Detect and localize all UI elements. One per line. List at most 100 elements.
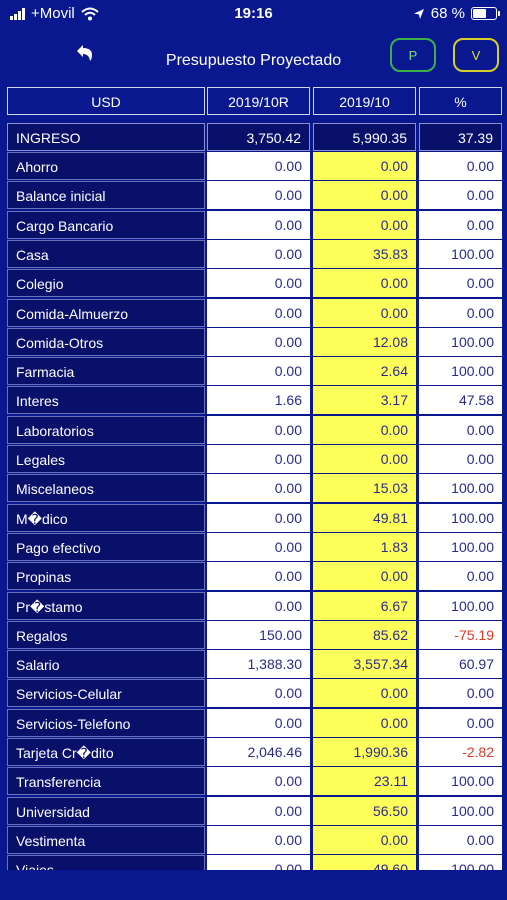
row-budget-value: 6.67: [313, 591, 416, 620]
header-currency: USD: [7, 87, 205, 115]
row-real-value: 2,046.46: [207, 738, 310, 766]
row-label: Ahorro: [7, 152, 205, 180]
row-percent: 100.00: [419, 327, 502, 356]
row-label: Comida-Almuerzo: [7, 298, 205, 327]
status-time: 19:16: [234, 5, 273, 22]
header-percent: %: [419, 87, 502, 115]
row-label: Legales: [7, 445, 205, 473]
wifi-icon: [81, 7, 99, 20]
header-budget: 2019/10: [313, 87, 416, 115]
row-real-value: 0.00: [207, 532, 310, 561]
status-left: +Movil: [10, 5, 99, 22]
row-label: Tarjeta Cr�dito: [7, 738, 205, 766]
v-button[interactable]: V: [453, 38, 499, 72]
row-real-value: 0.00: [207, 503, 310, 532]
nav-bar: Presupuesto Proyectado P V: [0, 28, 507, 84]
row-label: Salario: [7, 650, 205, 679]
row-label: Pago efectivo: [7, 532, 205, 561]
row-percent: 100.00: [419, 357, 502, 386]
row-percent: 0.00: [419, 825, 502, 854]
row-real-value: 1.66: [207, 386, 310, 415]
row-real-value: 0.00: [207, 181, 310, 210]
row-percent: 0.00: [419, 415, 502, 444]
row-budget-value: 0.00: [313, 181, 416, 210]
row-budget-value: 0.00: [313, 445, 416, 473]
income-real: 3,750.42: [207, 123, 310, 151]
row-label: Regalos: [7, 620, 205, 649]
page-title: Presupuesto Proyectado: [165, 52, 342, 69]
bottom-bar: [0, 870, 507, 900]
row-label: Viajes: [7, 855, 205, 870]
location-arrow-icon: [413, 8, 424, 19]
income-label: INGRESO: [7, 123, 205, 151]
row-real-value: 0.00: [207, 210, 310, 239]
row-label: Farmacia: [7, 357, 205, 386]
row-percent: 100.00: [419, 532, 502, 561]
carrier-label: +Movil: [31, 5, 75, 22]
row-label: Servicios-Celular: [7, 679, 205, 708]
row-budget-value: 0.00: [313, 825, 416, 854]
row-real-value: 0.00: [207, 796, 310, 825]
row-budget-value: 0.00: [313, 298, 416, 327]
row-real-value: 0.00: [207, 767, 310, 796]
back-button[interactable]: [70, 42, 104, 68]
row-budget-value: 2.64: [313, 357, 416, 386]
battery-percent: 68 %: [430, 5, 465, 22]
row-percent: 0.00: [419, 562, 502, 591]
row-percent: 100.00: [419, 767, 502, 796]
row-percent: 0.00: [419, 445, 502, 473]
signal-icon: [10, 7, 25, 20]
row-real-value: 0.00: [207, 855, 310, 870]
row-budget-value: 0.00: [313, 152, 416, 180]
row-budget-value: 0.00: [313, 415, 416, 444]
row-label: Casa: [7, 239, 205, 268]
row-budget-value: 0.00: [313, 708, 416, 737]
row-budget-value: 3,557.34: [313, 650, 416, 679]
row-label: Servicios-Telefono: [7, 708, 205, 737]
row-real-value: 0.00: [207, 679, 310, 708]
row-percent: -75.19: [419, 620, 502, 649]
p-button[interactable]: P: [390, 38, 436, 72]
row-percent: 100.00: [419, 503, 502, 532]
status-right: 68 %: [413, 5, 500, 22]
row-percent: 100.00: [419, 474, 502, 503]
row-label: Vestimenta: [7, 825, 205, 854]
row-percent: 47.58: [419, 386, 502, 415]
row-budget-value: 49.60: [313, 855, 416, 870]
status-bar: +Movil 19:16 68 %: [0, 0, 507, 28]
row-budget-value: 56.50: [313, 796, 416, 825]
row-budget-value: 3.17: [313, 386, 416, 415]
row-budget-value: 35.83: [313, 239, 416, 268]
row-label: Cargo Bancario: [7, 210, 205, 239]
row-percent: 0.00: [419, 708, 502, 737]
row-label: Colegio: [7, 269, 205, 298]
row-real-value: 0.00: [207, 445, 310, 473]
row-percent: 0.00: [419, 679, 502, 708]
row-label: Laboratorios: [7, 415, 205, 444]
row-label: Miscelaneos: [7, 474, 205, 503]
row-real-value: 0.00: [207, 357, 310, 386]
row-real-value: 0.00: [207, 239, 310, 268]
row-budget-value: 85.62: [313, 620, 416, 649]
row-real-value: 150.00: [207, 620, 310, 649]
row-budget-value: 0.00: [313, 562, 416, 591]
row-budget-value: 0.00: [313, 269, 416, 298]
row-percent: 60.97: [419, 650, 502, 679]
row-budget-value: 23.11: [313, 767, 416, 796]
row-label: Universidad: [7, 796, 205, 825]
row-percent: 0.00: [419, 181, 502, 210]
row-real-value: 0.00: [207, 269, 310, 298]
row-label: Pr�stamo: [7, 591, 205, 620]
row-budget-value: 0.00: [313, 679, 416, 708]
row-real-value: 0.00: [207, 474, 310, 503]
row-percent: 100.00: [419, 591, 502, 620]
row-label: Transferencia: [7, 767, 205, 796]
row-percent: -2.82: [419, 738, 502, 766]
row-percent: 100.00: [419, 855, 502, 870]
row-percent: 0.00: [419, 210, 502, 239]
battery-icon: [471, 7, 500, 20]
row-label: Comida-Otros: [7, 327, 205, 356]
row-budget-value: 49.81: [313, 503, 416, 532]
header-real: 2019/10R: [207, 87, 310, 115]
row-real-value: 0.00: [207, 591, 310, 620]
